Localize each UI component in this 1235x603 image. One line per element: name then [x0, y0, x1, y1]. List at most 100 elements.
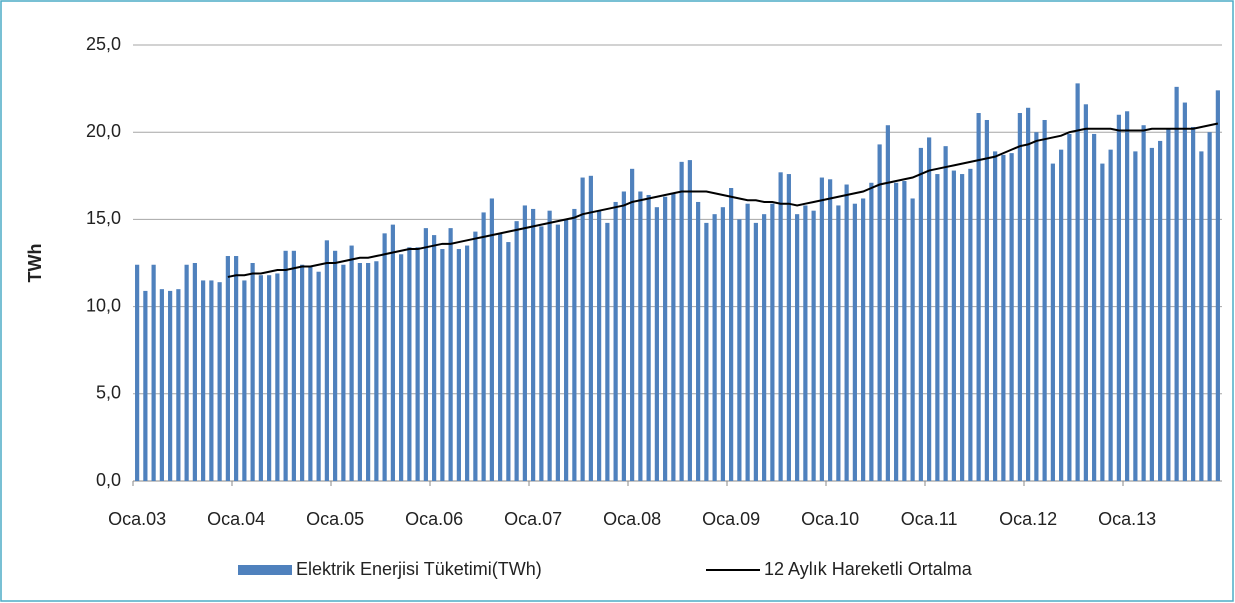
y-tick-label: 10,0: [86, 295, 121, 315]
bar: [143, 290, 148, 481]
bar: [151, 264, 156, 481]
bar: [828, 179, 833, 481]
bar: [597, 210, 602, 481]
bar: [349, 245, 354, 481]
bar: [621, 191, 626, 481]
bar: [1001, 154, 1006, 481]
bar: [1059, 149, 1064, 481]
bar: [399, 254, 404, 481]
bar: [993, 151, 998, 481]
bar: [333, 250, 338, 481]
x-tick-label: Oca.07: [504, 509, 562, 529]
bar: [1191, 126, 1196, 481]
bar: [448, 228, 453, 481]
bar: [184, 264, 189, 481]
bar: [382, 233, 387, 481]
bar: [753, 222, 758, 481]
bar: [630, 168, 635, 481]
bar: [951, 170, 956, 481]
bar: [613, 201, 618, 481]
y-tick-label: 15,0: [86, 208, 121, 228]
bar: [217, 282, 222, 481]
bar: [539, 226, 544, 481]
bar: [671, 193, 676, 482]
bar: [390, 224, 395, 481]
bar: [1166, 128, 1171, 481]
bar: [250, 263, 255, 481]
bar: [366, 263, 371, 481]
bar: [729, 188, 734, 481]
x-tick-label: Oca.04: [207, 509, 265, 529]
y-tick-label: 20,0: [86, 121, 121, 141]
bar: [935, 174, 940, 481]
bar: [1050, 163, 1055, 482]
bar: [374, 261, 379, 481]
bar: [242, 280, 247, 481]
bar: [572, 208, 577, 481]
bar: [1116, 114, 1121, 481]
bar: [918, 147, 923, 481]
bar: [432, 235, 437, 481]
bar: [308, 266, 313, 481]
moving-average-line: [227, 122, 1219, 278]
bar: [564, 219, 569, 481]
x-tick-label: Oca.03: [108, 509, 166, 529]
bar: [1042, 119, 1047, 481]
bar: [968, 168, 973, 481]
bar: [679, 161, 684, 481]
bar: [423, 228, 428, 481]
bar: [1100, 163, 1105, 482]
y-axis-label: TWh: [25, 244, 45, 283]
bar: [646, 194, 651, 481]
y-tick-label: 5,0: [96, 383, 121, 403]
bar: [258, 275, 263, 481]
bar: [201, 280, 206, 481]
bar: [588, 175, 593, 482]
bar: [1158, 140, 1163, 482]
bar: [861, 198, 866, 482]
bar: [489, 198, 494, 482]
bar: [192, 263, 197, 481]
bar: [1199, 151, 1204, 481]
bar: [1133, 151, 1138, 481]
bar: [341, 264, 346, 481]
bar: [522, 205, 527, 481]
bar: [357, 263, 362, 481]
bar: [811, 210, 816, 481]
x-tick-label: Oca.05: [306, 509, 364, 529]
bar: [844, 184, 849, 481]
bar: [291, 250, 296, 481]
bar: [704, 222, 709, 481]
bar: [894, 182, 899, 481]
bar: [770, 203, 775, 482]
bar: [168, 290, 173, 481]
bar: [407, 247, 412, 481]
bar: [473, 231, 478, 481]
bar: [795, 214, 800, 481]
bar: [803, 205, 808, 481]
y-tick-label: 25,0: [86, 34, 121, 54]
bar: [1174, 86, 1179, 481]
bar: [836, 205, 841, 481]
bar: [869, 182, 874, 481]
bar: [209, 280, 214, 481]
bar: [1067, 133, 1072, 481]
bar: [1017, 113, 1022, 482]
bar: [176, 289, 181, 481]
bar: [654, 207, 659, 481]
bar: [324, 240, 329, 481]
bar: [1092, 133, 1097, 481]
bar: [902, 181, 907, 482]
bar: [762, 214, 767, 481]
bar: [745, 203, 750, 482]
bar: [300, 264, 305, 481]
bar: [778, 172, 783, 481]
bar: [984, 119, 989, 481]
bar: [1009, 153, 1014, 482]
bar: [498, 233, 503, 481]
bar: [943, 146, 948, 482]
bar: [1149, 147, 1154, 481]
bar: [1083, 104, 1088, 482]
bar: [465, 245, 470, 481]
